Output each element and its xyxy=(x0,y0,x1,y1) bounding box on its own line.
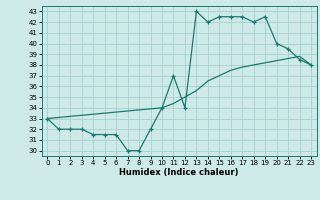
X-axis label: Humidex (Indice chaleur): Humidex (Indice chaleur) xyxy=(119,168,239,177)
